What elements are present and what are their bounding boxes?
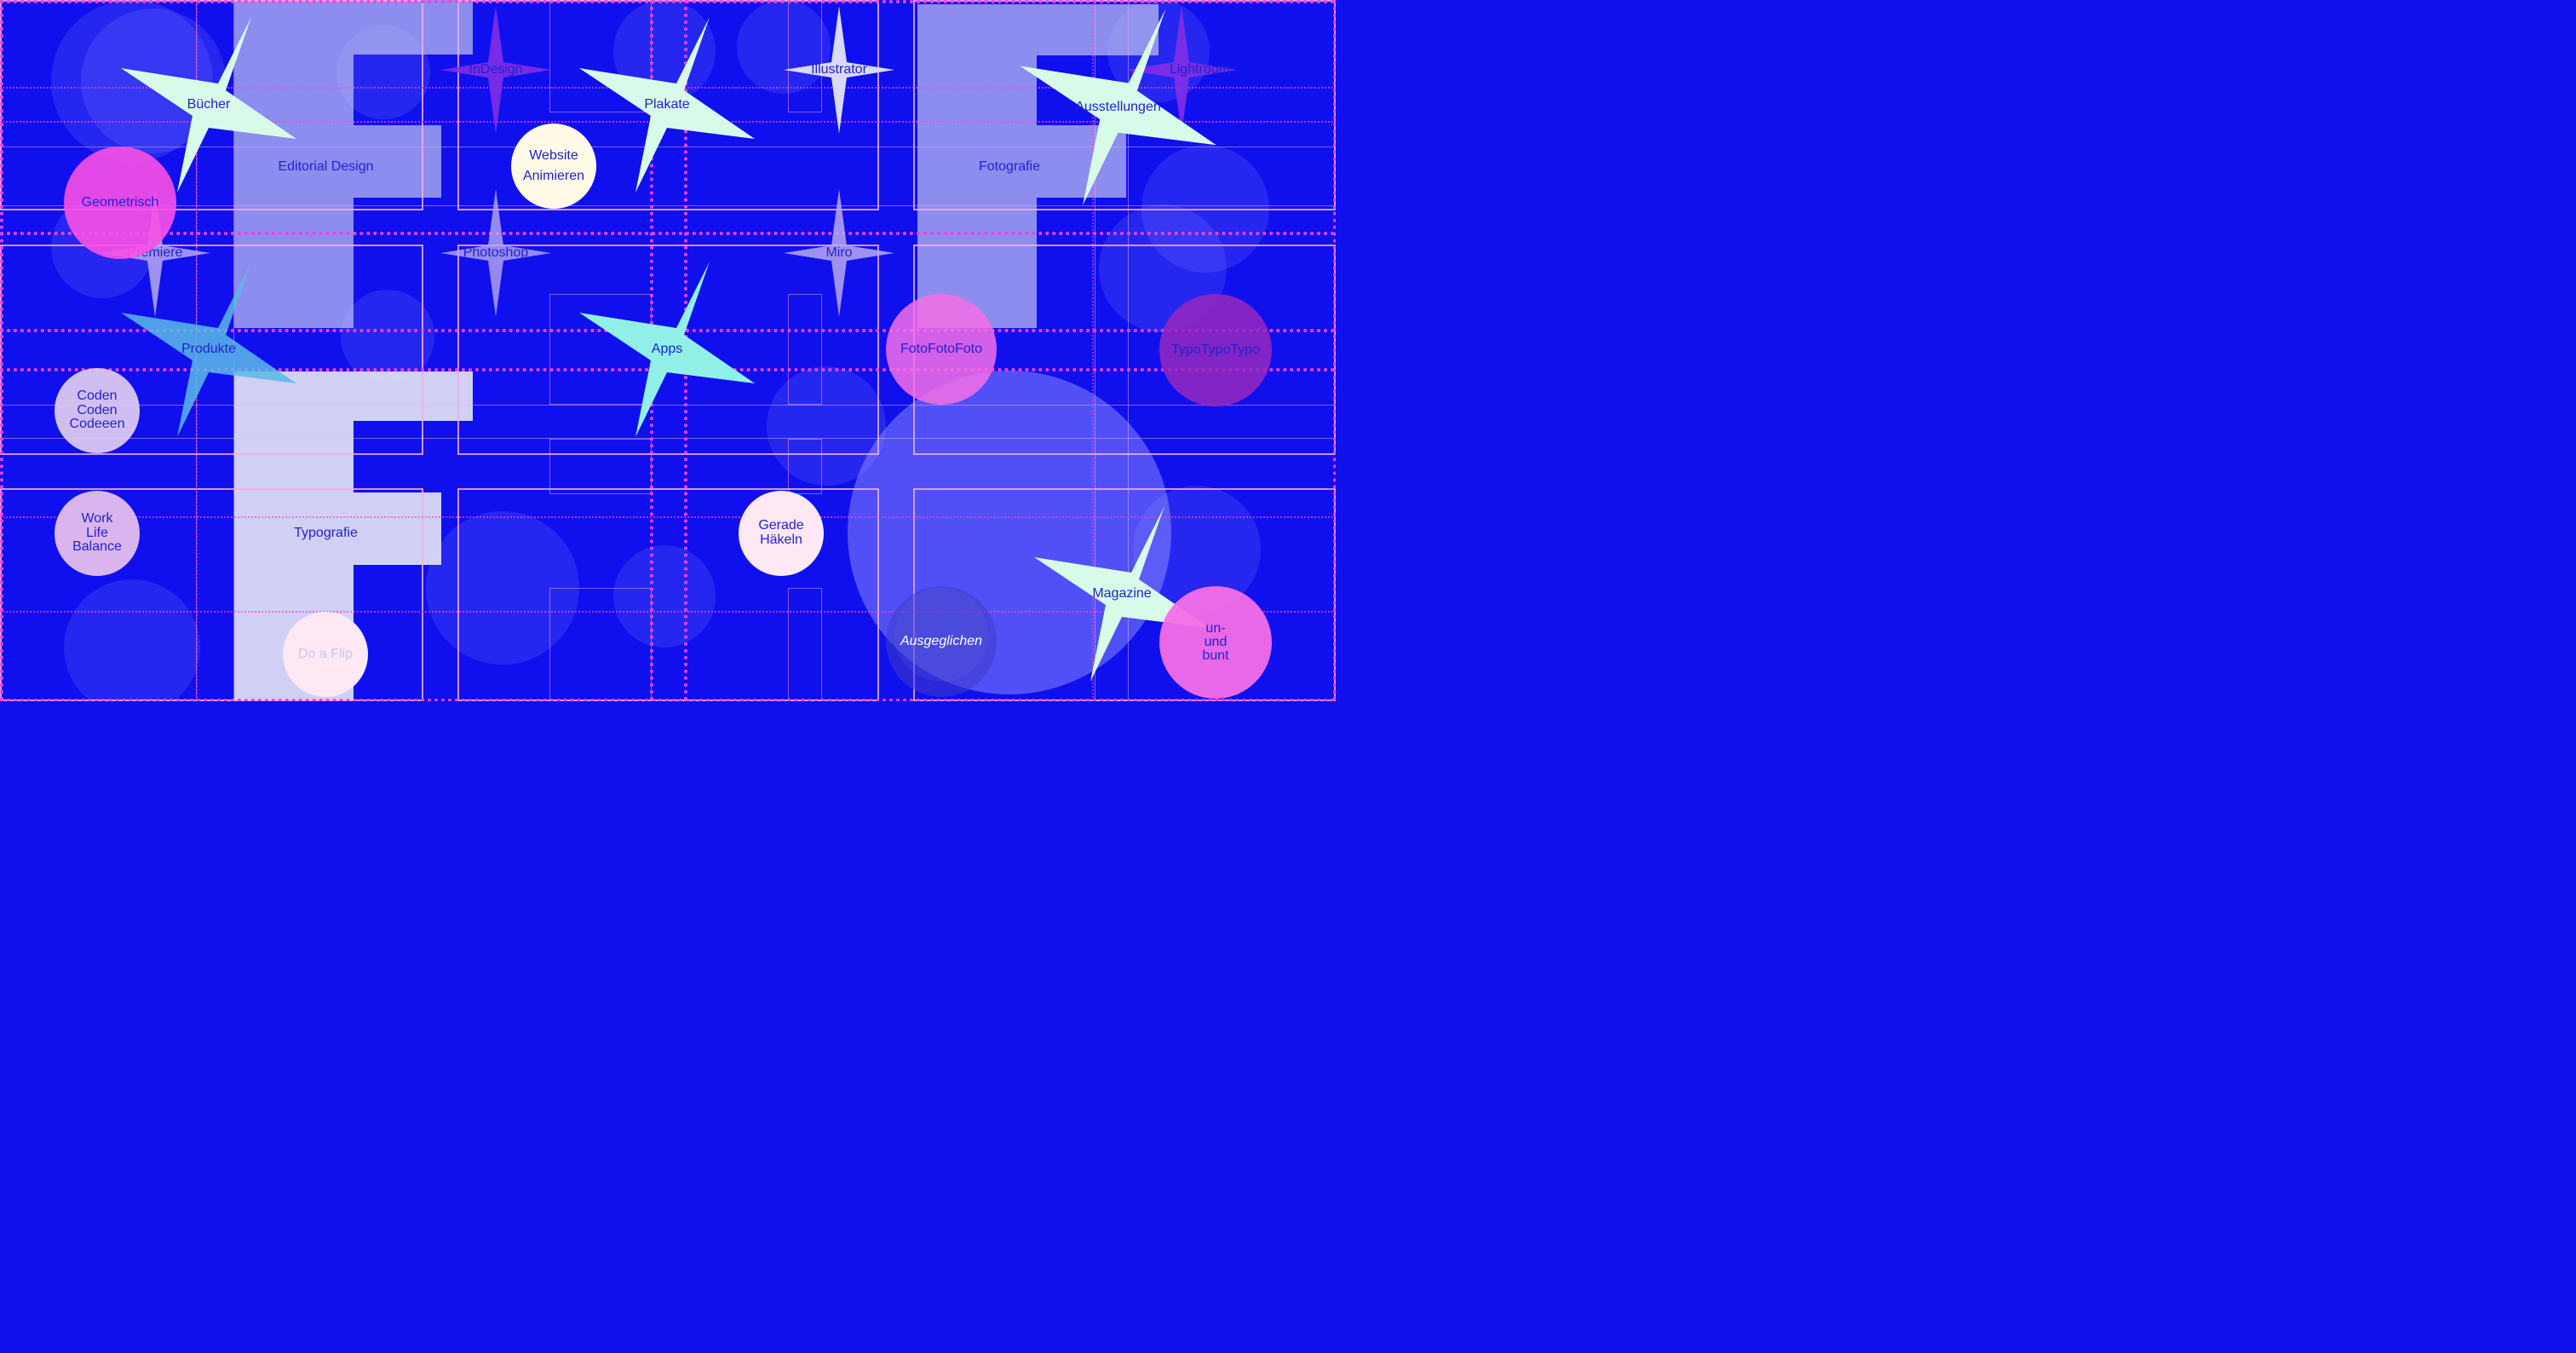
label-plakate: Plakate (578, 15, 756, 194)
circle-coden: Coden Coden Codeeen (55, 368, 140, 453)
circle-work-life-balance: Work Life Balance (55, 491, 140, 576)
label-fotografie: Fotografie (946, 158, 1073, 176)
label-illustrator: Illustrator (784, 6, 894, 134)
circle-website-animieren: Website Animieren (511, 124, 596, 209)
circle-typotypotypo: TypoTypoTypo (1159, 294, 1272, 406)
label-editorial-design: Editorial Design (256, 158, 396, 176)
label-apps: Apps (578, 260, 756, 439)
sparkle-indesign: InDesign (440, 6, 551, 134)
sparkle-photoshop: Photoshop (440, 189, 551, 317)
label-typografie: Typografie (256, 524, 396, 543)
sparkle-miro: Miro (784, 189, 894, 317)
circle-do-a-flip: Do a Flip (283, 612, 368, 697)
circle-ausgeglichen: Ausgeglichen (886, 586, 997, 697)
circle-geometrisch: Geometrisch (64, 147, 176, 259)
star-produkte: Produkte (119, 260, 298, 439)
star-plakate: Plakate (578, 15, 756, 194)
label-produkte: Produkte (119, 260, 298, 439)
star-ausstellungen: Ausstellungen (1018, 7, 1218, 207)
circle-fotofotofoto: FotoFotoFoto (886, 294, 997, 405)
circle-un-und-bunt: un- und bunt (1159, 586, 1272, 699)
label-photoshop: Photoshop (440, 189, 551, 317)
canvas: InDesign Illustrator Lightroom Premiere … (0, 0, 1336, 701)
star-apps: Apps (578, 260, 756, 439)
label-indesign: InDesign (440, 6, 551, 134)
circle-gerade-haekeln: Gerade Häkeln (739, 491, 824, 576)
sparkle-illustrator: Illustrator (784, 6, 894, 134)
label-miro: Miro (784, 189, 894, 317)
label-ausstellungen: Ausstellungen (1018, 7, 1218, 207)
